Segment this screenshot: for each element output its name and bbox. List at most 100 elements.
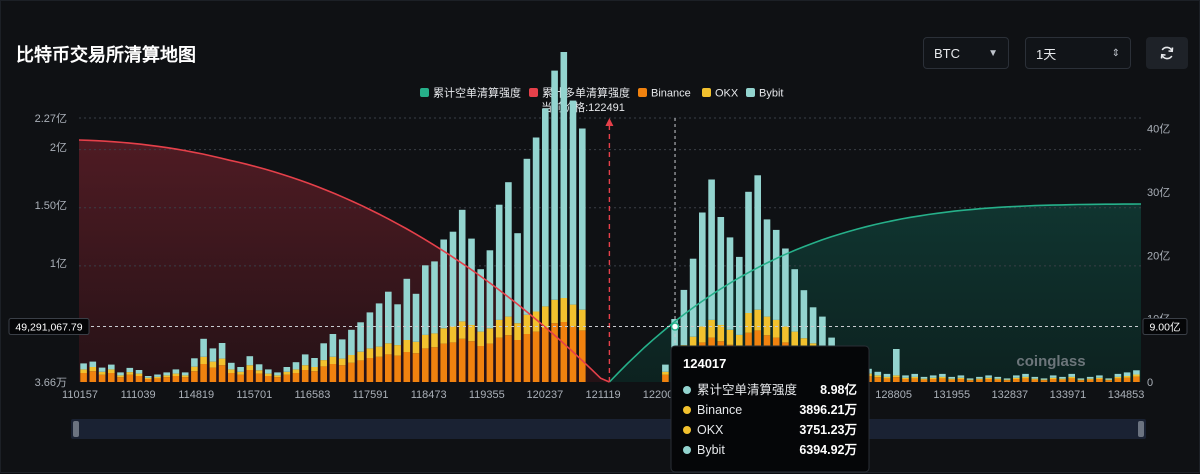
bar-okx bbox=[228, 369, 235, 373]
bar-binance bbox=[135, 376, 143, 382]
bar-binance bbox=[237, 374, 244, 382]
bar-binance bbox=[366, 358, 374, 382]
bar-okx bbox=[1040, 379, 1048, 381]
bar-bybit bbox=[422, 265, 429, 335]
watermark: coinglass bbox=[1016, 353, 1085, 370]
legend-bybit[interactable]: Bybit bbox=[759, 88, 783, 100]
bar-bybit bbox=[1114, 373, 1122, 377]
y-left-tick: 3.66万 bbox=[35, 377, 67, 389]
y-left-tick: 1亿 bbox=[50, 257, 67, 270]
crosshair-left-label: 49,291,067.79 bbox=[15, 322, 82, 334]
bar-binance bbox=[172, 376, 180, 382]
bar-okx bbox=[108, 369, 115, 373]
legend-short[interactable]: 累计空单清算强度 bbox=[433, 86, 521, 100]
bar-binance bbox=[920, 379, 928, 382]
x-tick: 115701 bbox=[236, 389, 272, 401]
bar-binance bbox=[209, 367, 217, 382]
bar-bybit bbox=[1068, 373, 1075, 377]
bar-binance bbox=[551, 323, 558, 382]
bar-okx bbox=[477, 331, 484, 346]
bar-binance bbox=[477, 346, 484, 382]
x-tick: 133971 bbox=[1050, 389, 1087, 401]
refresh-button[interactable] bbox=[1146, 37, 1188, 69]
bar-binance bbox=[883, 378, 891, 382]
bar-bybit bbox=[772, 229, 780, 320]
legend: 累计空单清算强度 累计多单清算强度 Binance OKX Bybit bbox=[420, 86, 783, 100]
bar-binance bbox=[403, 352, 411, 382]
bar-bybit bbox=[1003, 378, 1011, 380]
bar-binance bbox=[283, 374, 291, 382]
x-tick: 134853 bbox=[1108, 389, 1145, 401]
bar-bybit bbox=[1123, 372, 1131, 376]
x-tick: 114819 bbox=[178, 389, 214, 401]
bar-okx bbox=[726, 329, 734, 345]
timeframe-select[interactable]: 1天 ⇕ bbox=[1025, 37, 1131, 69]
bar-bybit bbox=[403, 278, 411, 340]
bar-okx bbox=[394, 345, 401, 356]
bar-binance bbox=[218, 365, 226, 382]
bar-binance bbox=[1031, 379, 1039, 382]
tooltip bbox=[670, 345, 870, 473]
bar-binance bbox=[1013, 379, 1020, 382]
bar-bybit bbox=[1133, 370, 1140, 375]
symbol-select[interactable]: BTC ▼ bbox=[923, 37, 1009, 69]
bar-okx bbox=[1105, 379, 1112, 381]
bar-binance bbox=[320, 366, 327, 382]
bar-okx bbox=[911, 376, 918, 379]
bar-bybit bbox=[495, 204, 503, 320]
bar-bybit bbox=[375, 303, 383, 347]
bar-binance bbox=[893, 377, 900, 382]
legend-swatch-bybit bbox=[746, 88, 755, 97]
bar-bybit bbox=[1086, 376, 1094, 379]
tooltip-dot bbox=[683, 426, 691, 434]
zoom-slider bbox=[71, 419, 1146, 439]
bar-bybit bbox=[458, 209, 466, 322]
bar-okx bbox=[265, 373, 272, 376]
bar-okx bbox=[551, 299, 558, 324]
bar-bybit bbox=[292, 362, 300, 370]
bar-bybit bbox=[209, 348, 217, 362]
bar-binance bbox=[1068, 378, 1075, 382]
bar-bybit bbox=[366, 312, 374, 349]
bar-okx bbox=[237, 371, 244, 375]
x-tick: 110157 bbox=[62, 389, 98, 401]
bar-bybit bbox=[126, 367, 134, 373]
bar-binance bbox=[1086, 379, 1094, 382]
bar-binance bbox=[939, 378, 946, 382]
bar-binance bbox=[422, 348, 429, 382]
bar-binance bbox=[255, 373, 263, 382]
y-left-tick: 2亿 bbox=[50, 141, 67, 154]
bar-bybit bbox=[228, 362, 235, 370]
crosshair-right-label: 9.00亿 bbox=[1150, 321, 1181, 334]
bar-bybit bbox=[154, 374, 161, 377]
bar-okx bbox=[754, 309, 761, 331]
bar-bybit bbox=[172, 369, 180, 374]
x-tick: 122001 bbox=[643, 389, 680, 401]
bar-bybit bbox=[994, 376, 1002, 379]
bar-okx bbox=[172, 373, 180, 376]
bar-binance bbox=[301, 370, 309, 382]
bar-binance bbox=[1059, 379, 1066, 382]
bar-bybit bbox=[274, 372, 281, 376]
bar-okx bbox=[939, 376, 946, 379]
bar-okx bbox=[329, 356, 337, 364]
bar-binance bbox=[1096, 379, 1103, 382]
bar-bybit bbox=[699, 212, 706, 327]
legend-okx[interactable]: OKX bbox=[715, 88, 739, 100]
bar-okx bbox=[375, 346, 383, 357]
bar-binance bbox=[200, 364, 207, 382]
bar-binance bbox=[560, 322, 568, 382]
bar-okx bbox=[994, 378, 1002, 380]
bar-okx bbox=[902, 377, 909, 379]
bar-okx bbox=[366, 348, 374, 358]
tooltip-value: 6394.92万 bbox=[799, 443, 857, 457]
bar-okx bbox=[800, 338, 808, 351]
crosshair-dot bbox=[670, 322, 680, 331]
bar-bybit bbox=[929, 375, 937, 378]
bar-binance bbox=[1003, 380, 1011, 382]
bar-binance bbox=[911, 378, 918, 382]
bar-okx bbox=[292, 369, 300, 373]
legend-binance[interactable]: Binance bbox=[651, 88, 691, 100]
bar-binance bbox=[505, 335, 512, 382]
